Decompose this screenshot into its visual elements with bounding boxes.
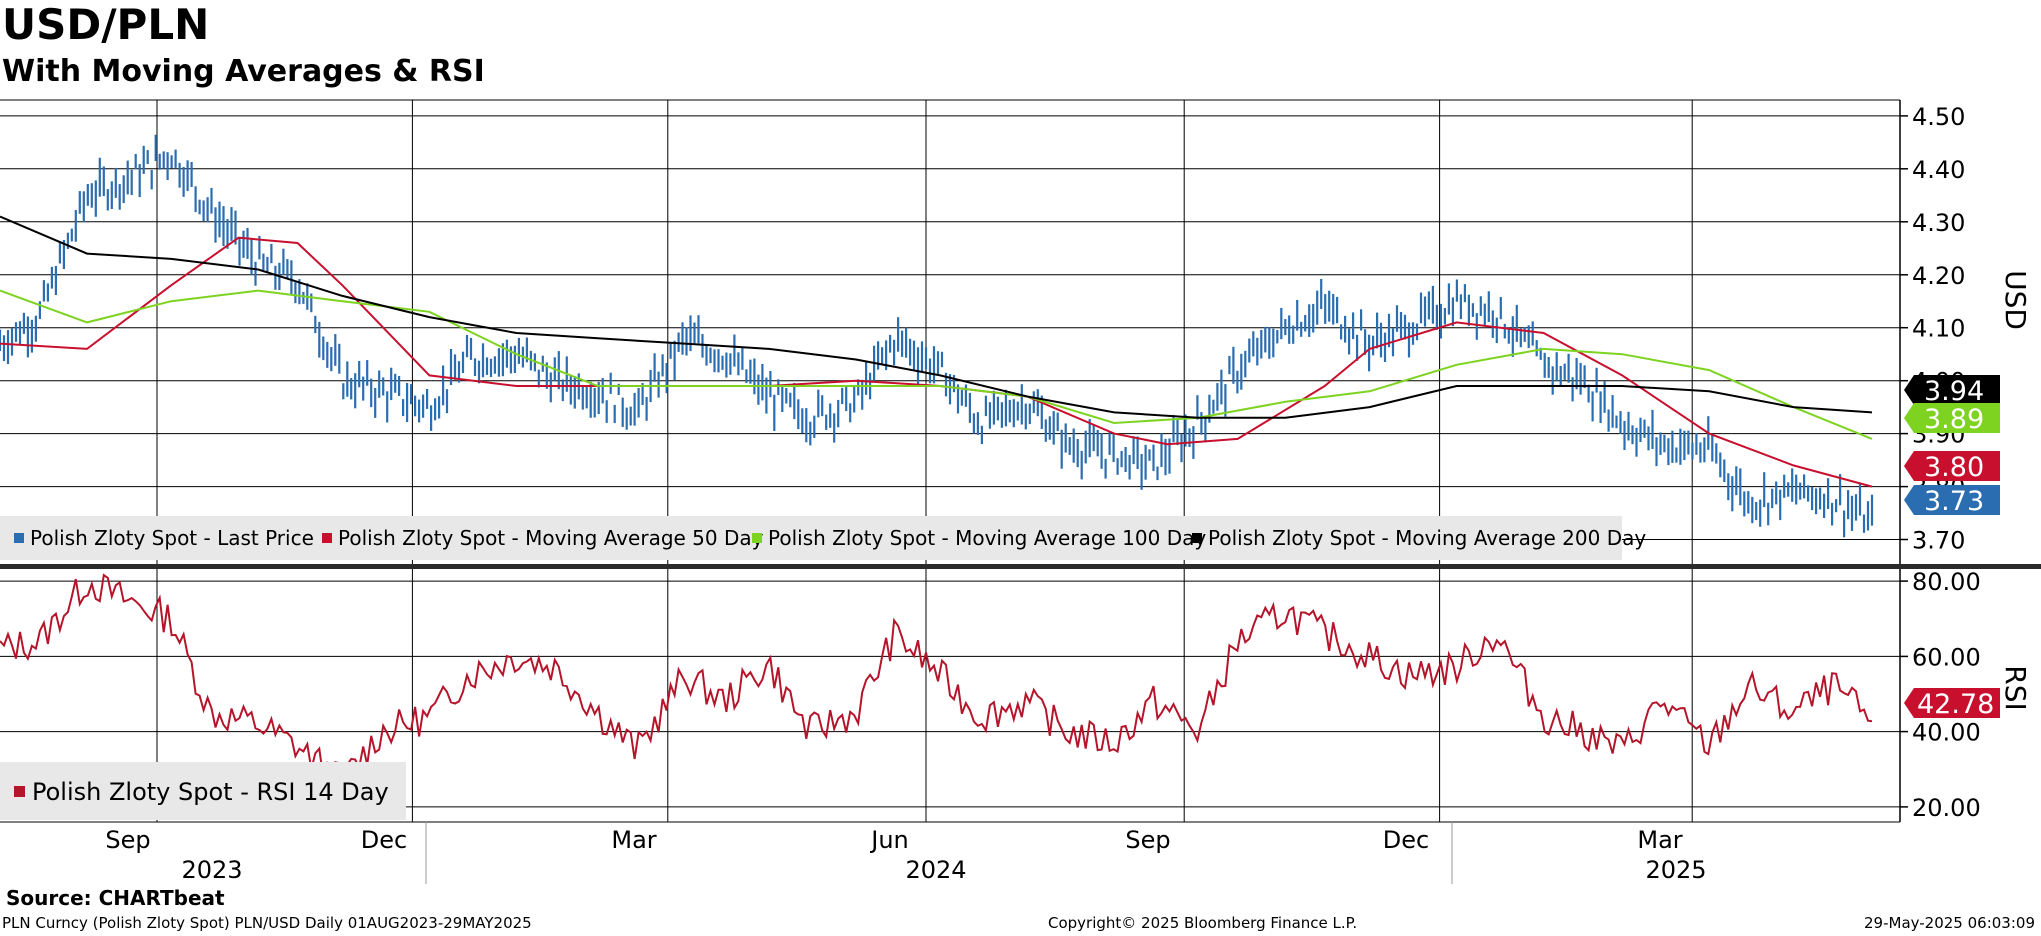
last-value-tag-bg bbox=[1904, 451, 2000, 481]
x-year-label: 2024 bbox=[905, 856, 966, 884]
rsi-last-value-tag-text: 42.78 bbox=[1917, 689, 1994, 720]
legend-swatch bbox=[1192, 533, 1202, 543]
price-legend-box bbox=[0, 516, 1622, 560]
price-tick-label: 4.10 bbox=[1912, 315, 1965, 343]
price-bars-group bbox=[0, 134, 1874, 538]
legend-swatch bbox=[14, 533, 24, 543]
source-label: Source: CHARTbeat bbox=[6, 886, 225, 910]
legend-item-label: Polish Zloty Spot - Last Price bbox=[30, 526, 314, 550]
x-month-label: Dec bbox=[1383, 826, 1429, 854]
x-month-label: Mar bbox=[1637, 826, 1682, 854]
last-value-tag: 3.94 bbox=[1904, 375, 2000, 407]
price-axis-title: USD bbox=[1999, 270, 2032, 330]
rsi-tick-label: 20.00 bbox=[1912, 794, 1981, 822]
ma200-line bbox=[0, 215, 1873, 419]
last-value-tag-text: 3.94 bbox=[1924, 376, 1984, 407]
footer-timestamp: 29-May-2025 06:03:09 bbox=[1864, 914, 2035, 932]
rsi-line bbox=[0, 573, 1873, 790]
last-value-tag-bg bbox=[1904, 403, 2000, 433]
panel-divider bbox=[0, 564, 2041, 569]
footer-copyright: Copyright© 2025 Bloomberg Finance L.P. bbox=[1048, 914, 1358, 932]
rsi-last-value-tag: 42.78 bbox=[1904, 688, 2000, 720]
price-tick-label: 4.20 bbox=[1912, 262, 1965, 290]
chart-subtitle: With Moving Averages & RSI bbox=[2, 54, 485, 89]
last-value-tag-text: 3.80 bbox=[1924, 452, 1984, 483]
x-month-label: Dec bbox=[361, 826, 407, 854]
ma100-line bbox=[0, 289, 1873, 440]
chart-title: USD/PLN bbox=[2, 0, 210, 49]
legend-item-label: Polish Zloty Spot - Moving Average 50 Da… bbox=[338, 526, 764, 550]
price-tick-label: 4.40 bbox=[1912, 156, 1965, 184]
legend-item-label: Polish Zloty Spot - Moving Average 100 D… bbox=[768, 526, 1206, 550]
price-tick-label: 3.70 bbox=[1912, 527, 1965, 555]
x-month-label: Jun bbox=[869, 826, 909, 854]
price-tick-label: 4.30 bbox=[1912, 209, 1965, 237]
x-month-label: Mar bbox=[611, 826, 656, 854]
rsi-tick-label: 60.00 bbox=[1912, 643, 1981, 671]
x-month-label: Sep bbox=[1125, 826, 1170, 854]
rsi-legend-label: Polish Zloty Spot - RSI 14 Day bbox=[32, 778, 389, 806]
rsi-last-value-tag-bg bbox=[1904, 688, 2000, 718]
last-value-tag: 3.89 bbox=[1904, 403, 2000, 435]
last-value-tag-text: 3.73 bbox=[1924, 486, 1984, 517]
last-value-tag-text: 3.89 bbox=[1924, 404, 1984, 435]
last-value-tag-bg bbox=[1904, 485, 2000, 515]
rsi-tick-label: 40.00 bbox=[1912, 719, 1981, 747]
last-value-tag: 3.80 bbox=[1904, 451, 2000, 483]
footer-left: PLN Curncy (Polish Zloty Spot) PLN/USD D… bbox=[2, 914, 532, 932]
rsi-axis-title: RSI bbox=[1999, 665, 2032, 711]
rsi-legend-swatch bbox=[14, 786, 25, 797]
legend-swatch bbox=[322, 533, 332, 543]
x-year-label: 2025 bbox=[1645, 856, 1706, 884]
rsi-tick-label: 80.00 bbox=[1912, 568, 1981, 596]
legend-item-label: Polish Zloty Spot - Moving Average 200 D… bbox=[1208, 526, 1646, 550]
legend-swatch bbox=[752, 533, 762, 543]
price-tick-label: 4.50 bbox=[1912, 103, 1965, 131]
last-value-tag-bg bbox=[1904, 375, 2000, 405]
x-month-label: Sep bbox=[105, 826, 150, 854]
x-year-label: 2023 bbox=[181, 856, 242, 884]
rsi-legend-box bbox=[0, 762, 406, 820]
last-value-tag: 3.73 bbox=[1904, 485, 2000, 517]
